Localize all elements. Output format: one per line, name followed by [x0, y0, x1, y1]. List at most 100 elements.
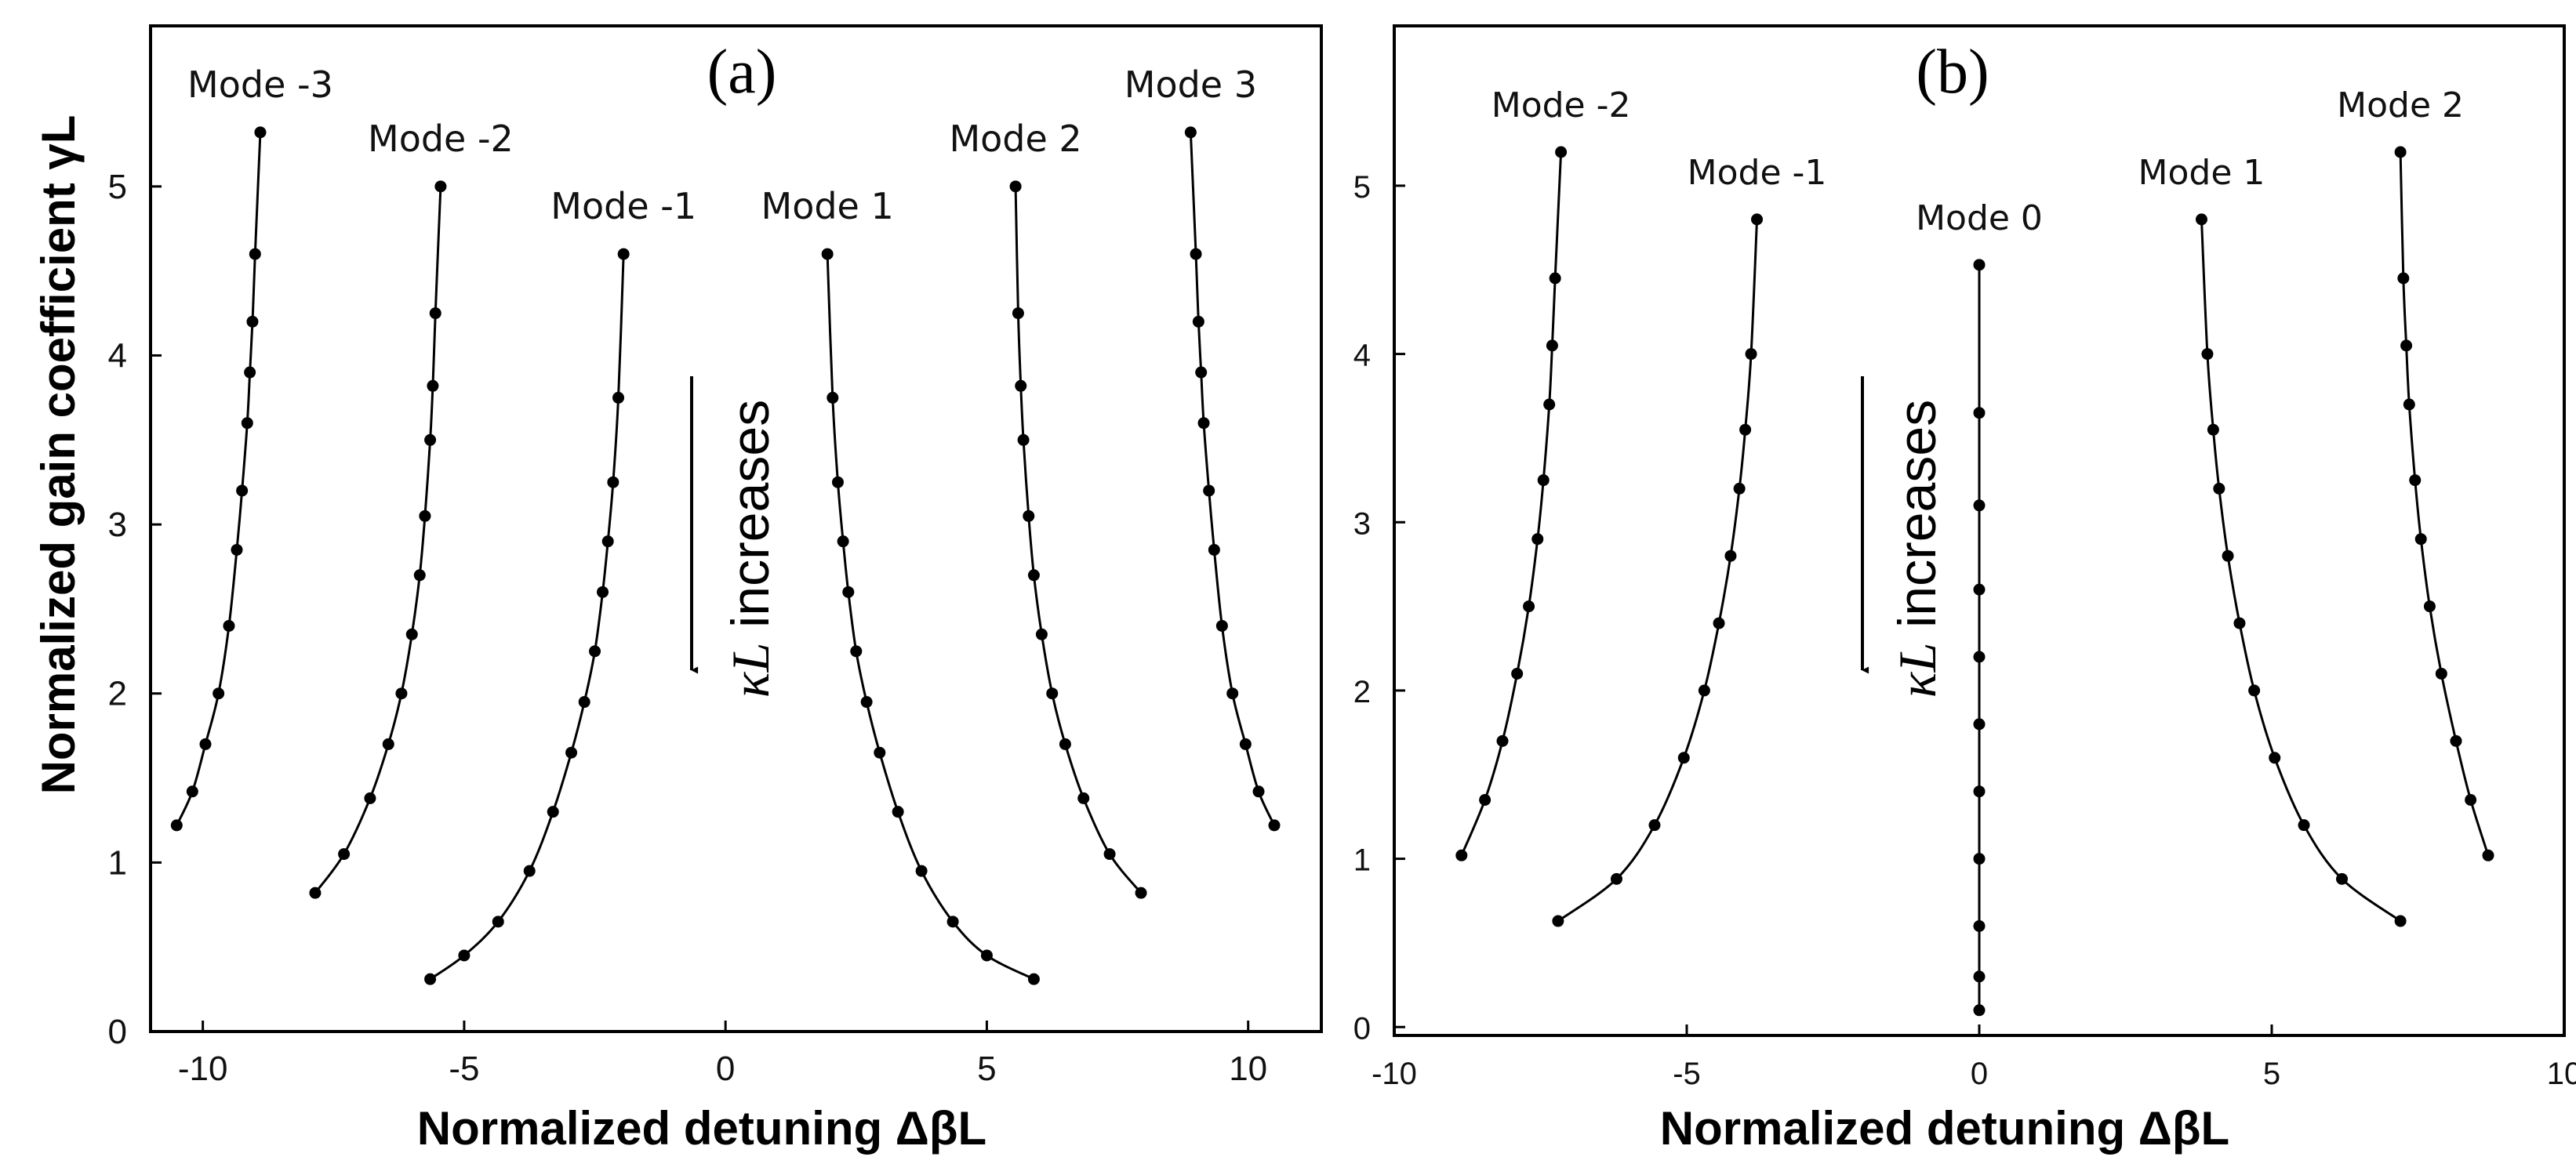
data-point — [223, 619, 235, 632]
series-line — [826, 254, 1035, 981]
panel-b-ticks — [1393, 184, 2566, 1035]
x-tick-label: -5 — [1673, 1057, 1701, 1091]
x-tick-label: -10 — [178, 1050, 228, 1088]
data-point — [2397, 272, 2410, 285]
data-point — [2298, 819, 2310, 832]
data-point — [1973, 853, 1986, 865]
data-point — [1208, 543, 1220, 556]
data-point — [405, 628, 418, 640]
x-tick-label: -10 — [1372, 1057, 1417, 1091]
data-point — [523, 865, 536, 877]
data-point — [2222, 549, 2234, 562]
data-point — [1455, 849, 1468, 861]
data-point — [1973, 970, 1986, 983]
x-tick-label: -5 — [449, 1050, 479, 1088]
data-point — [827, 391, 839, 404]
data-point — [1537, 474, 1550, 487]
x-tick-label: 5 — [2263, 1057, 2280, 1091]
data-point — [1973, 718, 1986, 731]
data-point — [419, 509, 431, 522]
data-point — [1135, 887, 1147, 899]
panel-b-tick-labels: -10 -5 0 5 10 0 1 2 3 4 5 — [1353, 170, 2576, 1091]
panel-a-tick-labels: -10 -5 0 5 10 0 1 2 3 4 5 — [108, 168, 1268, 1088]
data-point — [1017, 433, 1030, 446]
data-point — [1203, 484, 1215, 497]
annotation-text: increases — [1887, 400, 1947, 643]
data-point — [395, 687, 408, 700]
data-point — [1698, 684, 1710, 697]
series-mode-2 — [1009, 180, 1147, 899]
data-point — [1531, 533, 1544, 546]
data-point — [1015, 379, 1027, 392]
data-point — [1543, 398, 1556, 411]
data-point — [424, 433, 437, 446]
y-tick-label: 3 — [108, 506, 127, 544]
data-point — [2465, 793, 2477, 806]
data-point — [309, 887, 322, 899]
data-point — [382, 738, 394, 750]
series-mode-1 — [2195, 213, 2407, 927]
mode-label: Mode -1 — [1688, 153, 1827, 193]
data-point — [2394, 915, 2407, 927]
data-point — [2336, 872, 2349, 885]
data-point — [1751, 213, 1764, 226]
annotation-text: increases — [721, 400, 780, 643]
y-tick-label: 4 — [1353, 339, 1371, 373]
data-point — [2195, 213, 2207, 226]
data-point — [850, 645, 863, 658]
mode-label: Mode 1 — [2138, 153, 2265, 193]
data-point — [1973, 919, 1986, 932]
data-point — [1648, 819, 1661, 832]
data-point — [1739, 423, 1752, 436]
data-point — [1252, 785, 1265, 798]
series-mode--2 — [309, 180, 447, 899]
y-tick-label: 1 — [108, 843, 127, 882]
series-mode-1 — [821, 248, 1040, 985]
series-mode--1 — [1552, 213, 1764, 927]
data-point — [2414, 533, 2427, 546]
panel-b-annotation: κL increases — [1887, 400, 1947, 698]
data-point — [249, 248, 261, 260]
data-point — [601, 535, 614, 548]
data-point — [1268, 819, 1281, 832]
panel-a-frame — [149, 24, 1323, 1033]
data-point — [837, 535, 849, 548]
data-point — [1027, 973, 1040, 985]
data-point — [1496, 734, 1509, 747]
mode-label: Mode 2 — [949, 118, 1081, 160]
data-point — [607, 476, 619, 488]
data-point — [458, 949, 471, 962]
kappa-l-symbol: κL — [721, 643, 780, 698]
data-point — [231, 543, 243, 556]
data-point — [1733, 482, 1746, 495]
panel-b-x-axis-title: Normalized detuning ΔβL — [1660, 1102, 2229, 1155]
data-point — [1479, 793, 1491, 806]
data-point — [1184, 126, 1197, 139]
data-point — [2450, 734, 2462, 747]
data-point — [892, 806, 904, 818]
data-point — [1059, 738, 1071, 750]
data-point — [1023, 509, 1035, 522]
series-line — [2399, 151, 2490, 856]
series-line — [1014, 186, 1143, 894]
panel-a-series — [170, 126, 1281, 985]
y-tick-label: 5 — [108, 168, 127, 206]
data-point — [246, 315, 259, 328]
panel-b-series — [1455, 146, 2494, 1017]
panel-b: -10 -5 0 5 10 0 1 2 3 4 5 (b) Mode -2 Mode -1 Mode 0… — [1353, 24, 2576, 1155]
data-point — [2233, 617, 2246, 629]
data-point — [1035, 628, 1048, 640]
series-mode-3 — [1184, 126, 1281, 832]
data-point — [254, 126, 267, 139]
data-point — [874, 746, 886, 759]
y-tick-label: 3 — [1353, 506, 1371, 541]
y-tick-label: 0 — [108, 1013, 127, 1051]
data-point — [2423, 600, 2436, 613]
data-point — [1215, 619, 1228, 632]
series-mode--1 — [424, 248, 630, 985]
data-point — [241, 417, 253, 430]
series-line — [175, 132, 262, 826]
mode-label: Mode -2 — [1491, 85, 1631, 125]
data-point — [244, 366, 256, 379]
